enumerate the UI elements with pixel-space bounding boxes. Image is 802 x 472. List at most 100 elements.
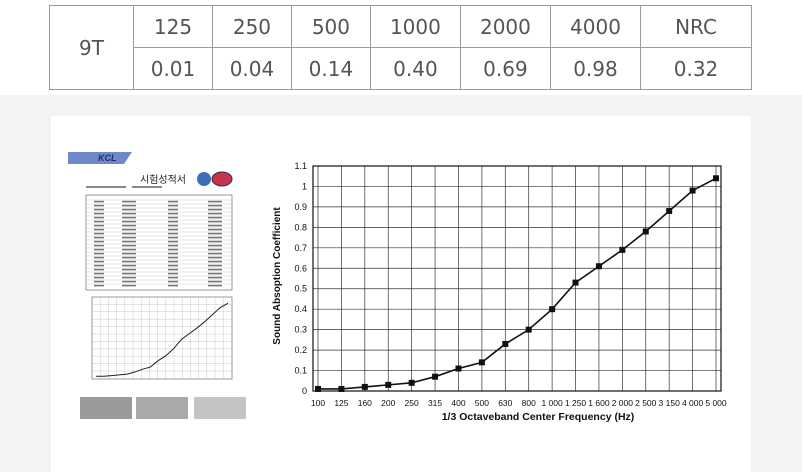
x-tick-label: 315 [428,398,442,408]
report-cell-text [208,264,222,267]
x-tick-label: 1 250 [565,398,587,408]
report-cell-text [208,284,222,287]
x-tick-label: 2 500 [635,398,657,408]
report-cell-text [94,216,104,219]
report-cell-text [122,224,136,227]
data-point [666,208,673,214]
absorption-table: 9T 125 250 500 1000 2000 4000 NRC 0.01 0… [49,5,752,90]
report-mini-curve [96,302,229,377]
report-data-table [85,194,233,291]
data-point [338,385,345,392]
x-tick-label: 800 [522,398,536,408]
report-cell-text [122,244,136,247]
report-cell-text [122,212,136,215]
report-cell-text [94,284,104,287]
report-cell-text [122,228,136,231]
y-axis-label: Sound Absoption Coefficient [272,207,283,345]
report-cell-text [208,232,222,235]
y-tick-label: 0.5 [294,284,307,294]
report-logo: KCL [98,153,117,163]
test-report-thumbnail: KCL 시험성적서 [68,152,246,419]
x-tick-label: 125 [334,398,348,408]
x-tick-label: 3 150 [659,398,681,408]
report-cell-text [168,224,178,227]
report-cell-text [208,204,222,207]
data-point [689,187,696,194]
freq-cell: 1000 [369,5,461,48]
report-cell-text [94,200,104,203]
freq-cell: 4000 [549,5,642,48]
data-point [432,373,439,380]
report-cell-text [94,228,104,231]
report-text-line [132,186,162,188]
x-tick-label: 200 [381,398,395,408]
report-cell-text [168,280,178,283]
x-tick-label: 250 [405,398,419,408]
report-cell-text [94,240,104,243]
report-title: 시험성적서 [140,174,186,186]
x-tick-label: 100 [311,398,325,408]
report-cell-text [208,280,222,283]
report-cell-text [168,276,178,279]
report-cell-text [208,272,222,275]
report-cell-text [122,260,136,263]
data-point [572,279,579,286]
chart-grid [313,165,721,392]
report-mini-graph-frame [91,296,233,380]
report-cell-text [94,204,104,207]
data-point [642,228,649,235]
x-tick-label: 500 [475,398,489,408]
x-tick-label: 630 [498,398,512,408]
report-cell-text [94,236,104,239]
absorption-chart: 00.10.20.30.40.50.60.70.80.911.1 100 125 1… [272,161,727,423]
report-cell-text [94,276,104,279]
report-cell-text [122,204,136,207]
data-point [385,381,392,388]
report-cell-text [168,252,178,255]
report-cell-text [168,240,178,243]
report-page-image [80,397,132,419]
report-mini-grid [92,297,232,379]
report-cell-text [208,208,222,211]
report-cell-text [122,208,136,211]
report-cell-text [94,268,104,271]
report-cell-text [168,216,178,219]
report-cell-text [208,268,222,271]
y-tick-label: 0.8 [294,222,307,232]
x-tick-label: 400 [451,398,465,408]
freq-cell: 250 [211,5,292,48]
report-cell-text [168,248,178,251]
report-cell-text [208,240,222,243]
x-tick-label: 1 600 [588,398,610,408]
report-cell-text [94,260,104,263]
y-tick-label: 0.2 [294,345,307,355]
report-cell-text [208,248,222,251]
series-line [318,177,717,390]
report-cell-text [208,252,222,255]
report-cell-text [208,260,222,263]
report-cell-text [94,256,104,259]
x-axis-label: 1/3 Octaveband Center Frequency (Hz) [442,411,635,423]
report-cell-text [94,244,104,247]
nrc-value-cell: 0.32 [640,47,752,90]
data-point [549,306,556,313]
report-table-rows [86,199,232,287]
report-cell-text [208,244,222,247]
report-cell-text [122,268,136,271]
report-cell-text [122,232,136,235]
report-cell-text [208,276,222,279]
report-text-lines [86,186,162,188]
frequency-row: 9T 125 250 500 1000 2000 4000 NRC [49,5,752,90]
freq-cell: 500 [290,5,371,48]
report-cell-text [168,272,178,275]
y-tick-labels: 0 0.1 0.2 0.3 0.4 0.5 0.6 0.7 0.8 0.9 1 1.1 [294,161,307,396]
report-cell-text [168,256,178,259]
x-tick-label: 5 000 [705,398,727,408]
value-cell: 0.69 [459,47,551,90]
report-cell-text [168,220,178,223]
y-tick-label: 0.6 [294,263,307,273]
y-tick-label: 0.1 [294,366,307,376]
report-cell-text [122,248,136,251]
report-cell-text [208,224,222,227]
accreditation-seal-icon [211,171,233,187]
